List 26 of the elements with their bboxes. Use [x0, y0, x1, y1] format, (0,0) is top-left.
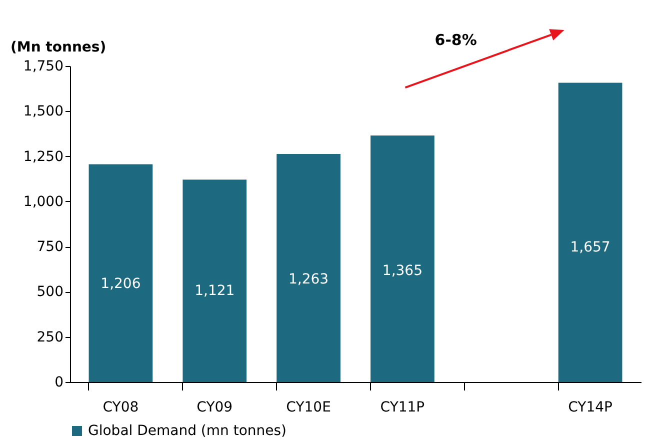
- bar: [370, 136, 434, 382]
- y-tick-label: 0: [54, 374, 64, 390]
- y-tick-label: 500: [36, 284, 64, 300]
- bar: [558, 82, 622, 382]
- x-tick-label: CY09: [196, 400, 233, 416]
- y-tick-label: 1,750: [23, 58, 64, 74]
- legend-label: Global Demand (mn tonnes): [88, 423, 287, 439]
- y-tick-label: 250: [36, 329, 64, 346]
- bar: [276, 154, 340, 382]
- y-tick-label: 1,250: [23, 148, 64, 165]
- x-tick-label: CY08: [102, 400, 139, 416]
- y-tick-label: 750: [36, 239, 64, 256]
- y-axis-title: (Mn tonnes): [10, 40, 106, 56]
- text: 1,121: [194, 282, 235, 299]
- text: 1,657: [570, 239, 610, 256]
- x-tick-label: CY11P: [380, 400, 425, 416]
- x-tick-label: CY14P: [568, 400, 612, 416]
- y-tick-label: 1,500: [23, 104, 64, 120]
- y-tick-label: 1,000: [23, 194, 64, 210]
- text: 6-8%: [434, 30, 477, 49]
- bar: [88, 164, 153, 382]
- bar: [182, 180, 247, 382]
- text: 1,365: [382, 263, 423, 280]
- x-tick-label: CY10E: [286, 400, 331, 416]
- text: 1,206: [100, 276, 141, 292]
- text: 1,263: [288, 271, 329, 288]
